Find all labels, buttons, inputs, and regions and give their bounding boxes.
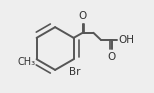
- Text: CH₃: CH₃: [17, 57, 36, 67]
- Text: O: O: [107, 52, 116, 62]
- Text: OH: OH: [118, 35, 134, 45]
- Text: O: O: [79, 11, 87, 21]
- Text: Br: Br: [69, 67, 80, 77]
